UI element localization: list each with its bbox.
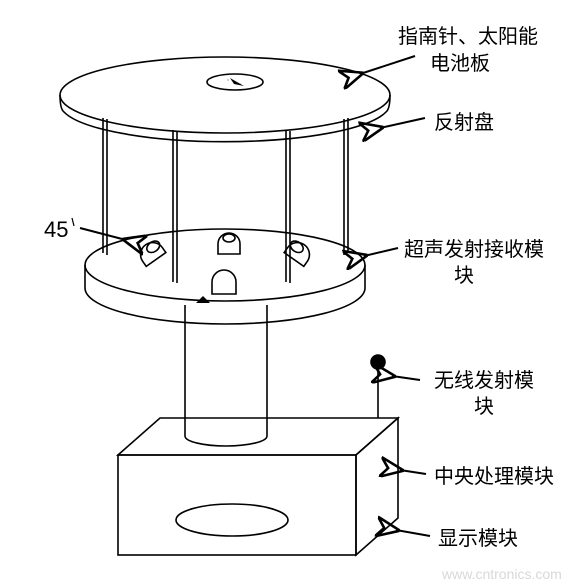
display-screen — [176, 504, 288, 536]
label-arrows — [80, 56, 430, 536]
wireless-antenna — [371, 355, 385, 418]
watermark-text: www.cntronics.com — [442, 566, 562, 582]
label-ultrasonic-2: 块 — [454, 263, 474, 289]
label-compass-solar-1: 指南针、太阳能 — [398, 24, 538, 50]
label-wireless-2: 块 — [474, 394, 494, 420]
label-compass-solar-2: 电池板 — [430, 51, 490, 77]
pedestal-column — [185, 305, 267, 446]
lower-disc — [85, 229, 365, 324]
ultrasonic-sensors — [136, 233, 314, 294]
label-display: 显示模块 — [438, 526, 518, 552]
support-legs — [103, 118, 348, 283]
label-cpu: 中央处理模块 — [434, 464, 554, 490]
device-diagram — [0, 0, 581, 584]
base-box — [118, 418, 398, 555]
top-disc — [60, 57, 390, 133]
label-ultrasonic-1: 超声发射接收模 — [404, 237, 544, 263]
label-angle-45: 45 — [44, 216, 68, 245]
label-reflector: 反射盘 — [434, 110, 494, 136]
label-wireless-1: 无线发射模 — [434, 368, 534, 394]
